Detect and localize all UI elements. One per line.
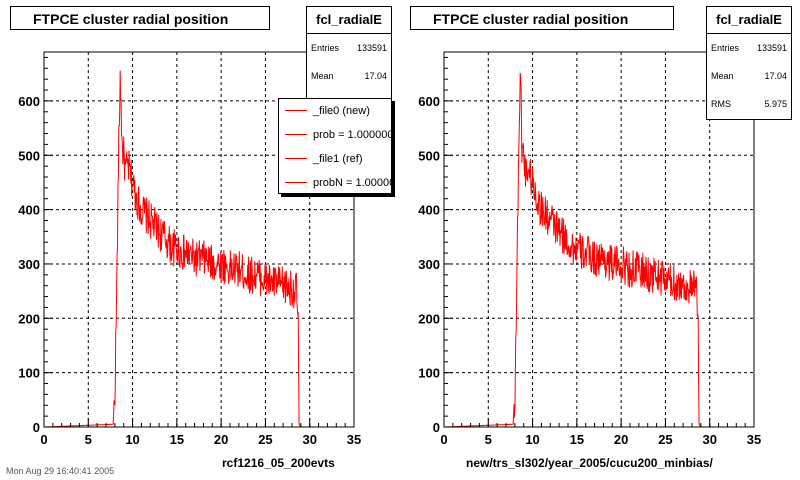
right-stats-box: fcl_radialE Entries 133591 Mean 17.04 RMS 5… [706,6,792,120]
legend-entry-prob: prob = 1.000000 [279,123,391,147]
x-tick-label: 10 [125,432,139,447]
y-tick-label: 600 [18,94,40,109]
y-tick-label: 400 [418,203,440,218]
right-entries-value: 133591 [756,43,787,53]
x-tick-label: 20 [614,432,628,447]
left-mean-value: 17.04 [364,71,387,81]
y-tick-label: 0 [433,420,440,435]
y-tick-label: 300 [418,257,440,272]
y-tick-label: 0 [33,420,40,435]
y-tick-label: 100 [18,366,40,381]
left-plot-title: FTPCE cluster radial position [10,6,270,30]
x-tick-label: 5 [485,432,492,447]
right-mean-value: 17.04 [764,71,787,81]
legend-label: _file0 (new) [313,105,370,117]
x-tick-label: 25 [258,432,272,447]
y-tick-label: 400 [18,203,40,218]
x-tick-label: 10 [525,432,539,447]
y-tick-label: 500 [418,148,440,163]
left-entries-label: Entries [311,43,340,53]
x-tick-label: 30 [302,432,316,447]
plot-frame [43,51,355,428]
right-entries-label: Entries [711,43,740,53]
x-tick-label: 15 [570,432,584,447]
legend-label: probN = 1.000000 [313,177,391,189]
x-tick-label: 0 [40,432,47,447]
left-mean-label: Mean [311,71,334,81]
plot-frame [443,51,755,428]
y-tick-label: 500 [18,148,40,163]
legend-swatch [285,158,307,159]
right-stats-name: fcl_radialE [707,7,791,34]
legend-entry-file1: _file1 (ref) [279,147,391,171]
x-tick-label: 0 [440,432,447,447]
right-plot-title: FTPCE cluster radial position [410,6,674,30]
legend-entry-file0: _file0 (new) [279,99,391,123]
x-tick-label: 35 [747,432,761,447]
y-tick-label: 200 [418,311,440,326]
legend-label: prob = 1.000000 [313,129,392,141]
legend-swatch [285,182,307,183]
x-tick-label: 30 [702,432,716,447]
right-x-axis-label: new/trs_sl302/year_2005/cucu200_minbias/ [466,456,713,470]
left-stats-box: fcl_radialE Entries 133591 Mean 17.04 [306,6,392,106]
y-tick-label: 600 [418,94,440,109]
legend-swatch [285,134,307,135]
legend-label: _file1 (ref) [313,153,363,165]
left-legend: _file0 (new) prob = 1.000000 _file1 (ref… [278,98,392,194]
x-tick-label: 20 [214,432,228,447]
x-tick-label: 35 [347,432,361,447]
y-tick-label: 300 [18,257,40,272]
left-stats-name: fcl_radialE [307,7,391,34]
legend-entry-probn: probN = 1.000000 [279,171,391,193]
left-x-axis-label: rcf1216_05_200evts [222,456,335,470]
x-tick-label: 25 [658,432,672,447]
x-tick-label: 15 [170,432,184,447]
legend-swatch [285,110,307,111]
right-rms-label: RMS [711,99,731,109]
y-tick-label: 200 [18,311,40,326]
histogram-trace [444,73,754,428]
right-rms-value: 5.975 [764,99,787,109]
right-mean-label: Mean [711,71,734,81]
x-tick-label: 5 [85,432,92,447]
timestamp-footer: Mon Aug 29 16:40:41 2005 [6,466,115,476]
y-tick-label: 100 [418,366,440,381]
left-entries-value: 133591 [356,43,387,53]
